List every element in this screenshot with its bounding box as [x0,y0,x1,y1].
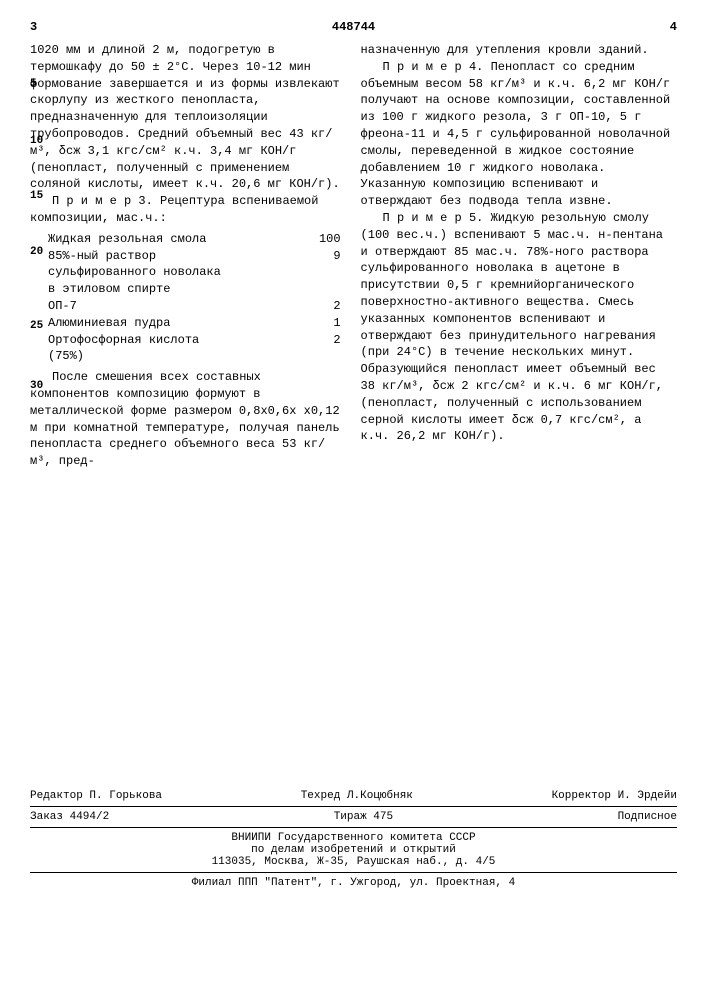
recipe-value: 100 [319,231,341,248]
left-column: 1020 мм и длиной 2 м, подогретую в термо… [30,42,341,470]
page-left: 3 [30,20,37,34]
example5: П р и м е р 5. Жидкую резольную смолу (1… [361,210,672,445]
footer-credits: Редактор П. Горькова Техред Л.Коцюбняк К… [30,790,677,802]
header: 3 448744 4 [30,20,677,34]
recipe-value: 2 [333,332,340,366]
doc-number: 448744 [332,20,375,34]
recipe-row: ОП-7 2 [48,298,341,315]
columns: 1020 мм и длиной 2 м, подогретую в термо… [30,42,677,470]
line-marker: 5 [30,78,37,90]
main-content: 3 448744 4 5 10 15 20 25 30 1020 мм и дл… [30,20,677,889]
recipe-value: 1 [333,315,340,332]
recipe-label: ОП-7 [48,298,77,315]
divider [30,806,677,807]
corrector: Корректор И. Эрдейи [552,790,677,802]
line-marker: 30 [30,380,43,392]
org2: по делам изобретений и открытий [30,844,677,856]
line-marker: 20 [30,246,43,258]
recipe-label: 85%-ный раствор сульфированного новолака… [48,248,228,298]
divider [30,872,677,873]
line-marker: 10 [30,135,43,147]
line-marker: 25 [30,320,43,332]
recipe-value: 2 [333,298,340,315]
example3-head: П р и м е р 3. Рецептура вспениваемой ко… [30,193,341,227]
recipe-row: Ортофосфорная кислота (75%) 2 [48,332,341,366]
line-marker: 15 [30,190,43,202]
footer-print: Заказ 4494/2 Тираж 475 Подписное [30,811,677,823]
recipe-label: Алюминиевая пудра [48,315,170,332]
address1: 113035, Москва, Ж-35, Раушская наб., д. … [30,856,677,868]
recipe-table: Жидкая резольная смола 100 85%-ный раств… [48,231,341,365]
divider [30,827,677,828]
address2: Филиал ППП "Патент", г. Ужгород, ул. Про… [30,877,677,889]
footer: Редактор П. Горькова Техред Л.Коцюбняк К… [30,790,677,889]
page-right: 4 [670,20,677,34]
recipe-label: Жидкая резольная смола [48,231,206,248]
para1: 1020 мм и длиной 2 м, подогретую в термо… [30,42,341,193]
recipe-row: Жидкая резольная смола 100 [48,231,341,248]
recipe-value: 9 [333,248,340,298]
para3: После смешения всех составных компоненто… [30,369,341,470]
para1r: назначенную для утепления кровли зданий. [361,42,672,59]
editor: Редактор П. Горькова [30,790,162,802]
recipe-label: Ортофосфорная кислота (75%) [48,332,228,366]
order: Заказ 4494/2 [30,811,109,823]
tech: Техред Л.Коцюбняк [301,790,413,802]
right-column: назначенную для утепления кровли зданий.… [361,42,672,470]
org1: ВНИИПИ Государственного комитета СССР [30,832,677,844]
example4: П р и м е р 4. Пенопласт со средним объе… [361,59,672,210]
recipe-row: 85%-ный раствор сульфированного новолака… [48,248,341,298]
recipe-row: Алюминиевая пудра 1 [48,315,341,332]
circulation: Тираж 475 [334,811,393,823]
subscription: Подписное [618,811,677,823]
